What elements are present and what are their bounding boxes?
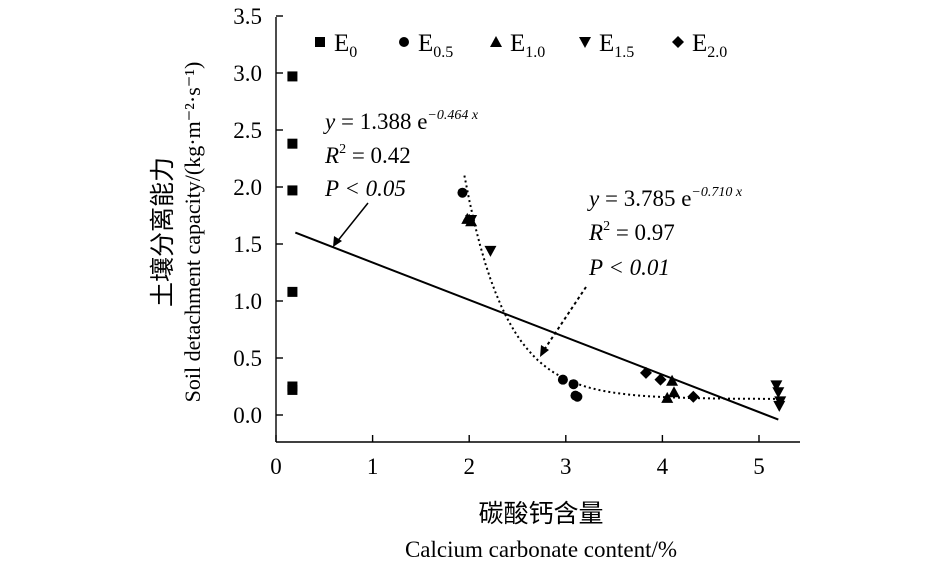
legend-marker-circle: [399, 37, 409, 47]
y-tick-label: 3.0: [233, 61, 262, 86]
data-point-square: [287, 384, 298, 395]
data-point-circle: [457, 187, 468, 198]
x-tick-label: 0: [270, 454, 282, 479]
x-axis-title-zh: 碳酸钙含量: [478, 500, 603, 528]
data-point-diamond: [639, 366, 652, 379]
fit2-equation: y = 3.785 e−0.710 x: [587, 185, 743, 211]
y-tick-label: 0.5: [233, 346, 262, 371]
data-point-triangle-down: [770, 380, 783, 392]
x-tick-label: 3: [560, 454, 572, 479]
y-axis-title: Soil detachment capacity/(kg·m⁻²·s⁻¹): [180, 62, 205, 403]
legend-marker-diamond: [672, 36, 684, 48]
data-point-diamond: [654, 373, 667, 386]
legend-label: E0.5: [418, 30, 453, 61]
data-point-diamond: [463, 214, 476, 227]
data-point-triangle-up: [666, 374, 679, 386]
data-points: [287, 71, 787, 412]
fit1-pointer-arrow: [335, 202, 369, 244]
data-point-diamond: [687, 390, 700, 403]
data-point-triangle-down: [772, 387, 785, 399]
data-point-triangle-down: [484, 245, 497, 257]
legend-marker-square: [315, 37, 325, 47]
data-point-square: [287, 138, 298, 149]
legend-label: E1.5: [599, 30, 634, 61]
fit1-p-value: P < 0.05: [324, 176, 406, 201]
y-tick-label: 1.5: [233, 232, 262, 257]
legend-label: E2.0: [692, 30, 727, 61]
data-point-triangle-up: [661, 391, 674, 403]
fit2-arrow-head: [540, 345, 549, 357]
y-tick-label: 3.5: [233, 4, 262, 29]
fit2-r-squared: R2 = 0.97: [588, 219, 675, 245]
y-tick-label: 2.5: [233, 118, 262, 143]
y-tick-label: 1.0: [233, 289, 262, 314]
data-point-circle: [568, 379, 579, 390]
linear-fit-line: [294, 231, 779, 421]
data-point-square: [287, 185, 298, 196]
data-point-circle: [572, 391, 583, 402]
x-tick-label: 5: [753, 454, 765, 479]
legend-marker-triangle-up: [490, 36, 502, 47]
data-point-square: [287, 286, 298, 297]
data-point-triangle-down: [773, 400, 786, 412]
x-axis-title: Calcium carbonate content/%: [405, 537, 677, 562]
x-tick-label: 2: [463, 454, 475, 479]
y-tick-label: 0.0: [233, 403, 262, 428]
y-axis-ticks: 0.0 0.5 1.0 1.5 2.0 2.5 3.0 3.5: [233, 4, 283, 428]
x-tick-label: 4: [657, 454, 669, 479]
data-point-triangle-up: [667, 386, 680, 398]
fit1-arrow-head: [333, 236, 342, 247]
x-axis-ticks: 0 1 2 3 4 5: [270, 435, 765, 479]
fit2-p-value: P < 0.01: [588, 255, 670, 280]
fit1-equation: y = 1.388 e−0.464 x: [323, 108, 479, 134]
legend-label: E1.0: [510, 30, 545, 61]
x-tick-label: 1: [367, 454, 379, 479]
legend-marker-triangle-down: [579, 37, 591, 48]
data-point-square: [287, 71, 298, 82]
legend: E0 E0.5 E1.0 E1.5 E2.0: [315, 30, 727, 61]
y-axis-title-zh: 土壤分离能力: [149, 157, 177, 307]
legend-label: E0: [334, 30, 357, 61]
y-tick-label: 2.0: [233, 175, 262, 200]
fit2-pointer-arrow: [543, 286, 587, 351]
data-point-circle: [557, 374, 568, 385]
fit1-r-squared: R2 = 0.42: [324, 142, 411, 168]
